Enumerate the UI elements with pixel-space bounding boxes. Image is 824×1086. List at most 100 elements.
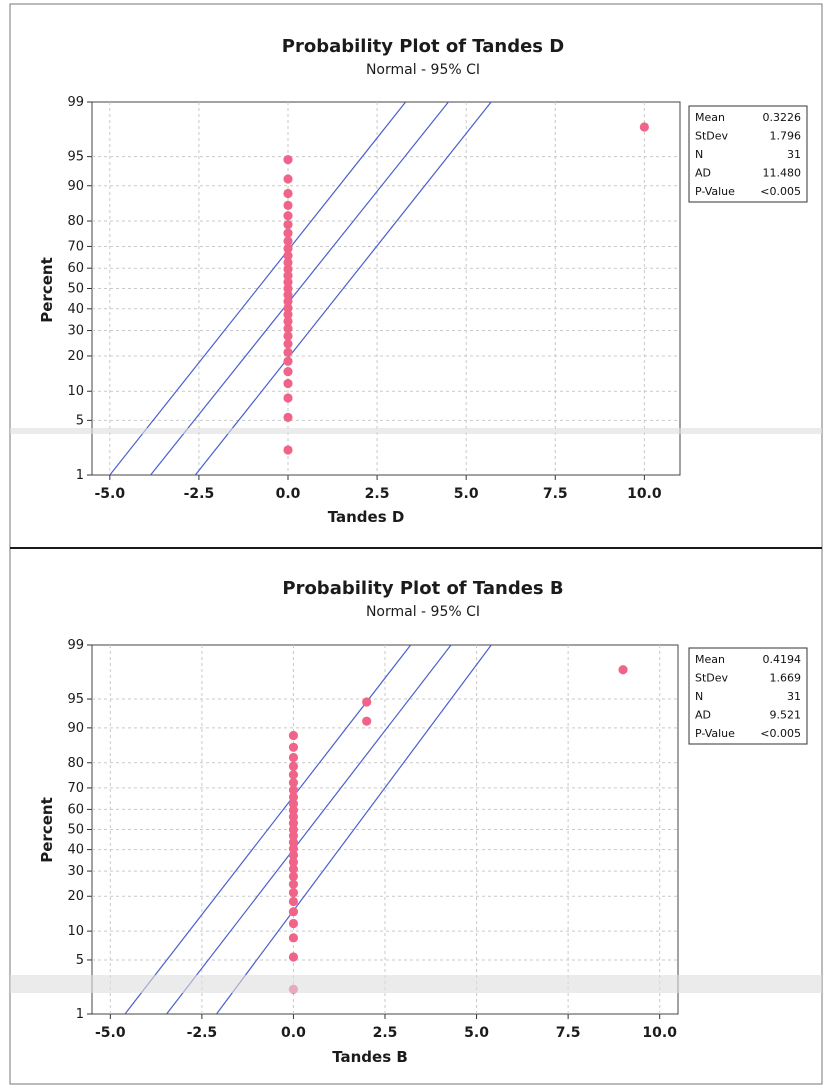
y-tick-label: 5 [76,413,84,428]
fit-lines [124,645,492,1014]
data-point [283,356,293,366]
y-tick-label: 20 [67,349,84,364]
data-point [283,290,293,300]
data-point [288,952,299,962]
data-point [288,777,299,788]
data-point [283,220,293,230]
y-tick-label: 70 [67,781,84,796]
data-point [283,188,293,199]
y-tick-label: 40 [67,302,84,317]
grid [92,645,678,1014]
y-tick-label: 20 [67,889,84,904]
stat-label: AD [695,709,711,722]
data-points [288,665,628,994]
y-axis-ticks: 1 5 10 20 30 40 50 60 70 80 90 95 99 [67,638,92,1022]
data-point [283,251,293,261]
data-point [283,277,293,287]
data-point [288,770,299,780]
stat-value: 1.669 [770,672,802,685]
data-point [283,200,293,211]
data-point [283,347,293,357]
x-tick-label: 10.0 [642,1025,677,1041]
probability-plot-tandes-d: Probability Plot of Tandes D Normal - 95… [38,36,808,526]
data-point [288,907,299,917]
data-point [288,888,299,898]
stat-value: 11.480 [763,167,802,180]
data-point [283,236,293,246]
y-tick-label: 80 [67,756,84,771]
stat-value: 31 [787,148,801,161]
x-tick-label: 0.0 [276,486,301,502]
data-point [288,752,299,763]
data-point [288,918,299,929]
stat-value: 31 [787,690,801,703]
data-point [288,864,299,874]
data-point [288,857,299,867]
data-point [283,303,293,313]
data-point [288,824,299,835]
stat-value: <0.005 [760,727,801,740]
ci-line-lower [216,645,492,1014]
ci-line-lower [194,102,492,475]
x-axis-ticks: -5.0 -2.5 0.0 2.5 5.0 7.5 10.0 [95,475,662,502]
data-point [288,837,299,847]
x-tick-label: 5.0 [454,486,479,502]
x-axis-label: Tandes D [328,508,405,526]
data-point [288,879,299,889]
stats-box: Mean 0.4194 StDev 1.669 N 31 AD 9.521 P-Value <0.… [688,647,808,745]
chart-title: Probability Plot of Tandes B [282,578,563,599]
stat-label: StDev [695,672,729,685]
line-group [109,102,492,475]
data-point [283,296,293,307]
y-tick-label: 60 [67,261,84,276]
x-tick-label: 0.0 [281,1025,306,1041]
x-tick-label: -5.0 [95,486,126,502]
y-tick-label: 99 [67,638,84,653]
data-point [283,228,293,238]
stat-value: 9.521 [770,709,802,722]
data-point [283,378,293,389]
data-point [288,761,299,771]
y-tick-label: 90 [67,179,84,194]
scan-artifact [10,975,822,993]
probability-plot-tandes-b: Probability Plot of Tandes B Normal - 95… [38,578,808,1066]
data-point [283,331,293,341]
data-point [288,831,299,841]
data-point [288,871,299,882]
x-axis-label: Tandes B [332,1048,408,1066]
fit-line [150,102,449,475]
stat-label: Mean [695,653,725,666]
data-point [362,697,372,707]
y-tick-label: 10 [67,384,84,399]
chart-subtitle: Normal - 95% CI [366,604,480,620]
x-tick-label: 2.5 [373,1025,398,1041]
data-point [288,812,299,822]
y-tick-label: 50 [67,823,84,838]
ci-line-upper [109,102,407,475]
data-point [283,264,293,274]
data-point [283,393,293,403]
stat-value: 1.796 [770,130,802,143]
data-point [283,257,293,268]
y-axis-label: Percent [38,257,56,322]
y-tick-label: 99 [67,95,84,110]
data-point [618,665,628,675]
y-tick-label: 1 [76,468,84,483]
scan-artifact [10,428,822,434]
data-point [283,211,293,221]
line-group [124,645,492,1014]
x-axis-ticks: -5.0 -2.5 0.0 2.5 5.0 7.5 10.0 [95,1014,677,1041]
data-point [288,933,299,943]
y-tick-label: 50 [67,282,84,297]
stat-label: P-Value [695,727,735,740]
stat-value: 0.4194 [763,653,802,666]
data-point [283,412,293,422]
fit-line [166,645,452,1014]
data-point [288,730,299,741]
y-tick-label: 95 [67,692,84,707]
chart-title: Probability Plot of Tandes D [282,36,564,57]
y-tick-label: 1 [76,1007,84,1022]
data-point [288,896,299,907]
data-point [283,243,293,254]
y-tick-label: 5 [76,953,84,968]
